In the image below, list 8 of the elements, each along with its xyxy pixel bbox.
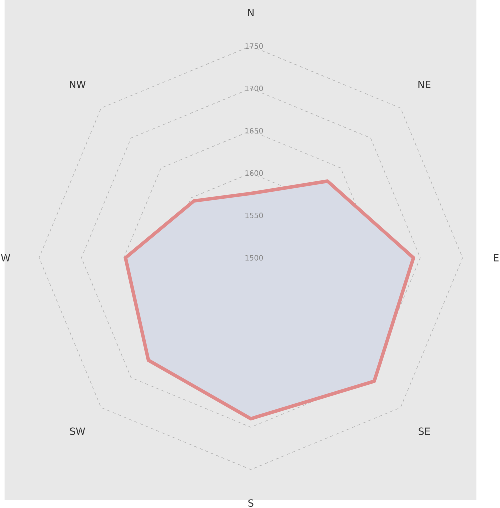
spoke-label: N	[248, 9, 254, 16]
spoke-label: NE	[418, 81, 430, 88]
spoke-label: S	[248, 500, 254, 508]
spoke-label: SE	[418, 428, 430, 436]
spoke-label: SW	[70, 428, 86, 436]
spoke-label: E	[494, 254, 499, 262]
spoke-label: NW	[70, 81, 86, 88]
spoke-label: W	[1, 254, 10, 262]
